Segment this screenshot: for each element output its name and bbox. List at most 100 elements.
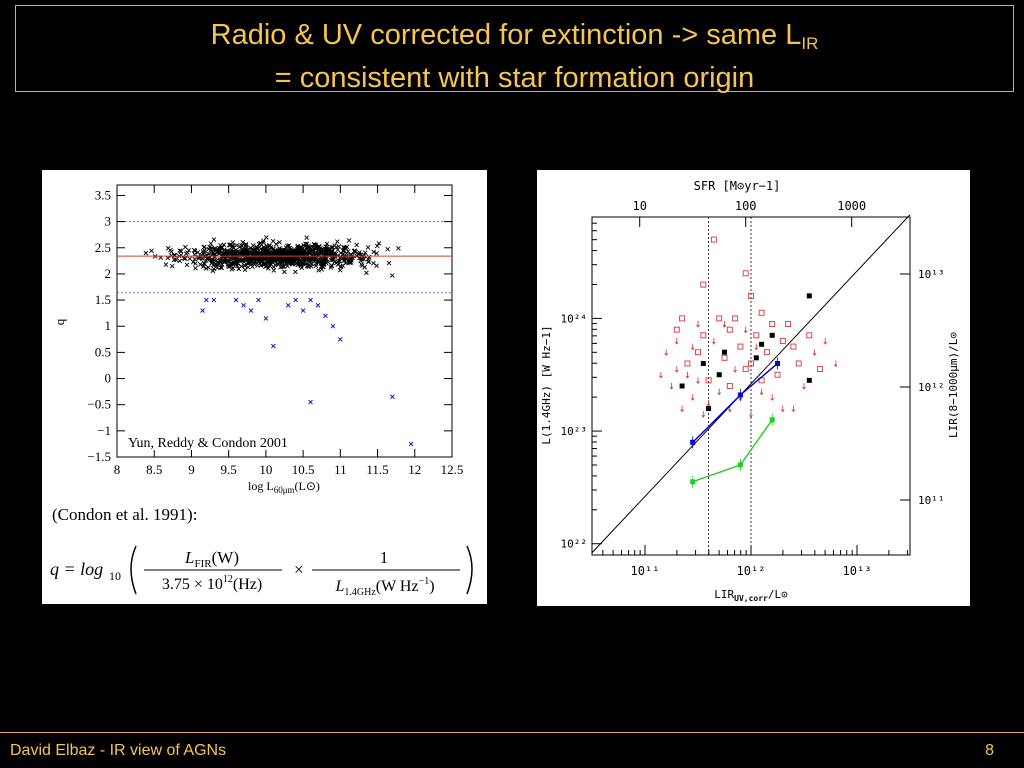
upper-limit-point	[701, 411, 706, 418]
svg-text:q = log: q = log	[50, 559, 103, 579]
data-point	[333, 244, 339, 250]
upper-limit-point	[659, 371, 663, 379]
svg-text:LFIR(W): LFIR(W)	[184, 548, 239, 570]
data-point	[346, 238, 352, 243]
upper-limit-point	[812, 349, 817, 356]
data-point	[263, 261, 268, 267]
outlier-point	[248, 308, 254, 313]
data-point	[285, 248, 290, 254]
upper-limit-point	[696, 321, 700, 328]
data-point	[262, 261, 267, 267]
data-point	[195, 250, 201, 255]
mean-point	[679, 383, 685, 389]
data-point	[231, 245, 236, 250]
data-point	[330, 255, 336, 261]
data-point	[234, 243, 240, 248]
footer-author: David Elbaz - IR view of AGNs	[10, 742, 227, 759]
data-point	[214, 258, 219, 263]
outlier-point	[241, 302, 246, 308]
data-point	[202, 248, 207, 253]
mean-point	[722, 349, 727, 355]
data-point	[366, 254, 372, 260]
galaxy-point	[721, 354, 728, 361]
q-x-label-tail: (L⊙)	[295, 479, 320, 493]
data-point	[281, 264, 287, 269]
data-point	[229, 249, 234, 255]
data-point	[320, 264, 326, 270]
data-point	[252, 253, 258, 258]
q-formula: (Condon et al. 1991): q = log 10 LFIR(W)…	[50, 505, 473, 598]
data-point	[275, 262, 281, 267]
data-point	[210, 268, 216, 274]
data-point	[374, 243, 380, 249]
data-point	[223, 255, 228, 261]
data-point	[178, 248, 184, 254]
data-point	[191, 247, 197, 253]
upper-limit-point	[770, 394, 775, 401]
galaxy-point	[726, 326, 733, 333]
x-tick-label: 8	[114, 462, 121, 477]
right-chart-panel: 10¹¹ 10¹² 10¹³ 10 100 1000 10²² 10²³ 10²⁴ 10¹¹ 10¹…	[537, 170, 970, 606]
y-tick-label: −0.5	[87, 397, 111, 412]
y-tick-label: 2	[105, 266, 112, 281]
data-point	[244, 257, 249, 262]
data-point	[359, 262, 364, 267]
data-point	[256, 259, 261, 264]
data-point	[203, 266, 209, 271]
data-point	[396, 245, 401, 251]
data-point	[240, 239, 246, 245]
galaxy-point	[737, 343, 744, 350]
galaxy-point	[748, 360, 754, 367]
x-tick-label: 12	[408, 462, 421, 477]
data-point	[319, 257, 325, 263]
mean-point	[806, 293, 812, 299]
outlier-point	[263, 316, 269, 321]
galaxy-point	[673, 326, 680, 333]
data-point	[245, 260, 251, 266]
data-point	[371, 260, 376, 266]
top-tick-label: 100	[735, 199, 757, 213]
x-tick-label: 10¹²	[737, 564, 766, 578]
top-tick-label: 10	[632, 199, 646, 213]
galaxy-point	[758, 309, 765, 316]
outlier-point	[308, 399, 313, 405]
data-point	[271, 268, 277, 273]
galaxy-point	[806, 332, 813, 339]
data-point	[330, 257, 336, 263]
data-point	[184, 262, 190, 268]
data-point	[338, 250, 344, 256]
x-tick-label: 12.5	[441, 462, 464, 477]
data-point	[301, 242, 306, 248]
outlier-point	[200, 308, 205, 313]
svg-text:10: 10	[109, 569, 121, 583]
svg-text:L1.4GHz(W Hz−1): L1.4GHz(W Hz−1)	[334, 576, 434, 598]
q-x-label-sub: 60μm	[274, 485, 295, 495]
data-point	[193, 261, 198, 266]
x-tick-label: 11.5	[366, 462, 388, 477]
mean-point	[737, 392, 743, 398]
data-point	[247, 260, 253, 266]
upper-limit-point	[712, 337, 716, 345]
data-point	[341, 245, 347, 250]
data-point	[172, 253, 178, 258]
data-point	[316, 267, 321, 273]
right-tick-label: 10¹¹	[918, 494, 945, 507]
data-point	[330, 244, 336, 250]
data-point	[253, 249, 258, 254]
galaxy-point	[779, 337, 786, 344]
data-point	[329, 250, 335, 256]
upper-limit-point	[696, 377, 700, 385]
data-point	[299, 265, 305, 271]
galaxy-point	[684, 360, 691, 367]
mean-point	[716, 372, 722, 378]
radio-x-label-tail: /L⊙	[768, 588, 788, 601]
galaxy-point	[710, 236, 717, 243]
data-point	[298, 260, 304, 266]
data-point	[218, 246, 224, 251]
upper-limit-point	[690, 343, 695, 351]
y-tick-label: −1	[97, 423, 111, 438]
q-scatter-chart: 8 8.5 9 9.5 10 10.5 11 11.5 12 12.5 3.532.521.510…	[50, 184, 473, 598]
data-point	[267, 243, 272, 249]
mean-point	[690, 439, 696, 445]
y-tick-label: 1.5	[95, 292, 111, 307]
